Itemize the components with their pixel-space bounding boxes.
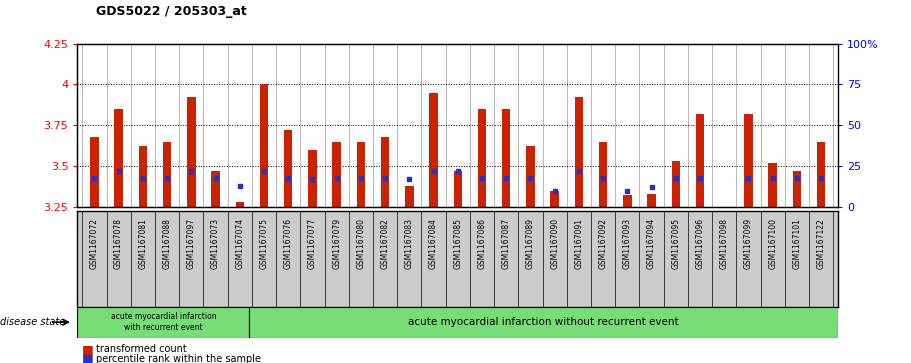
Text: GSM1167080: GSM1167080 bbox=[356, 218, 365, 269]
Text: GSM1167097: GSM1167097 bbox=[187, 218, 196, 269]
Bar bbox=[720, 207, 729, 212]
Text: GSM1167076: GSM1167076 bbox=[283, 218, 292, 269]
Bar bbox=[599, 142, 608, 207]
Text: GSM1167083: GSM1167083 bbox=[404, 218, 414, 269]
Bar bbox=[333, 142, 341, 207]
Bar bbox=[623, 195, 631, 207]
Bar bbox=[477, 109, 486, 207]
Text: GSM1167074: GSM1167074 bbox=[235, 218, 244, 269]
Text: GSM1167099: GSM1167099 bbox=[744, 218, 753, 269]
Text: disease state: disease state bbox=[0, 317, 66, 327]
Text: GSM1167075: GSM1167075 bbox=[260, 218, 269, 269]
Bar bbox=[429, 93, 438, 207]
Text: ■: ■ bbox=[82, 343, 94, 356]
Text: GSM1167100: GSM1167100 bbox=[768, 218, 777, 269]
Bar bbox=[115, 109, 123, 207]
Bar bbox=[769, 163, 777, 207]
Text: acute myocardial infarction
with recurrent event: acute myocardial infarction with recurre… bbox=[110, 313, 216, 332]
Text: GSM1167096: GSM1167096 bbox=[695, 218, 704, 269]
Bar bbox=[696, 114, 704, 207]
Bar bbox=[648, 194, 656, 207]
Bar bbox=[187, 97, 196, 207]
Text: GSM1167084: GSM1167084 bbox=[429, 218, 438, 269]
Bar bbox=[744, 114, 752, 207]
Bar bbox=[817, 142, 825, 207]
Text: GSM1167093: GSM1167093 bbox=[623, 218, 632, 269]
Bar bbox=[284, 130, 292, 207]
Bar bbox=[77, 307, 250, 338]
Text: GSM1167090: GSM1167090 bbox=[550, 218, 559, 269]
Bar bbox=[308, 150, 317, 207]
Bar bbox=[163, 142, 171, 207]
Bar bbox=[502, 109, 510, 207]
Text: GSM1167081: GSM1167081 bbox=[138, 218, 148, 269]
Text: ■: ■ bbox=[82, 352, 94, 363]
Bar bbox=[527, 146, 535, 207]
Text: GSM1167079: GSM1167079 bbox=[333, 218, 341, 269]
Bar bbox=[381, 136, 389, 207]
Bar bbox=[405, 185, 414, 207]
Bar bbox=[671, 161, 680, 207]
Text: transformed count: transformed count bbox=[96, 344, 187, 354]
Text: GSM1167078: GSM1167078 bbox=[114, 218, 123, 269]
Bar bbox=[211, 171, 220, 207]
Text: GSM1167122: GSM1167122 bbox=[816, 218, 825, 269]
Text: GSM1167101: GSM1167101 bbox=[793, 218, 802, 269]
Text: GSM1167089: GSM1167089 bbox=[526, 218, 535, 269]
Text: GSM1167086: GSM1167086 bbox=[477, 218, 486, 269]
Text: GSM1167087: GSM1167087 bbox=[502, 218, 511, 269]
Text: GSM1167098: GSM1167098 bbox=[720, 218, 729, 269]
Text: GSM1167077: GSM1167077 bbox=[308, 218, 317, 269]
Bar bbox=[454, 171, 462, 207]
Text: GSM1167082: GSM1167082 bbox=[381, 218, 390, 269]
Text: GSM1167092: GSM1167092 bbox=[599, 218, 608, 269]
Bar bbox=[260, 84, 268, 207]
Text: GSM1167094: GSM1167094 bbox=[647, 218, 656, 269]
Bar bbox=[793, 171, 801, 207]
Text: GSM1167095: GSM1167095 bbox=[671, 218, 681, 269]
Text: GSM1167072: GSM1167072 bbox=[90, 218, 99, 269]
Bar bbox=[236, 202, 244, 207]
Bar bbox=[575, 97, 583, 207]
Bar bbox=[250, 307, 838, 338]
Text: GDS5022 / 205303_at: GDS5022 / 205303_at bbox=[96, 5, 246, 18]
Text: GSM1167091: GSM1167091 bbox=[575, 218, 583, 269]
Bar bbox=[138, 146, 147, 207]
Text: GSM1167073: GSM1167073 bbox=[211, 218, 220, 269]
Bar bbox=[90, 136, 98, 207]
Text: percentile rank within the sample: percentile rank within the sample bbox=[96, 354, 261, 363]
Text: GSM1167085: GSM1167085 bbox=[454, 218, 462, 269]
Text: GSM1167088: GSM1167088 bbox=[162, 218, 171, 269]
Text: acute myocardial infarction without recurrent event: acute myocardial infarction without recu… bbox=[408, 317, 679, 327]
Bar bbox=[356, 142, 365, 207]
Bar bbox=[550, 191, 559, 207]
